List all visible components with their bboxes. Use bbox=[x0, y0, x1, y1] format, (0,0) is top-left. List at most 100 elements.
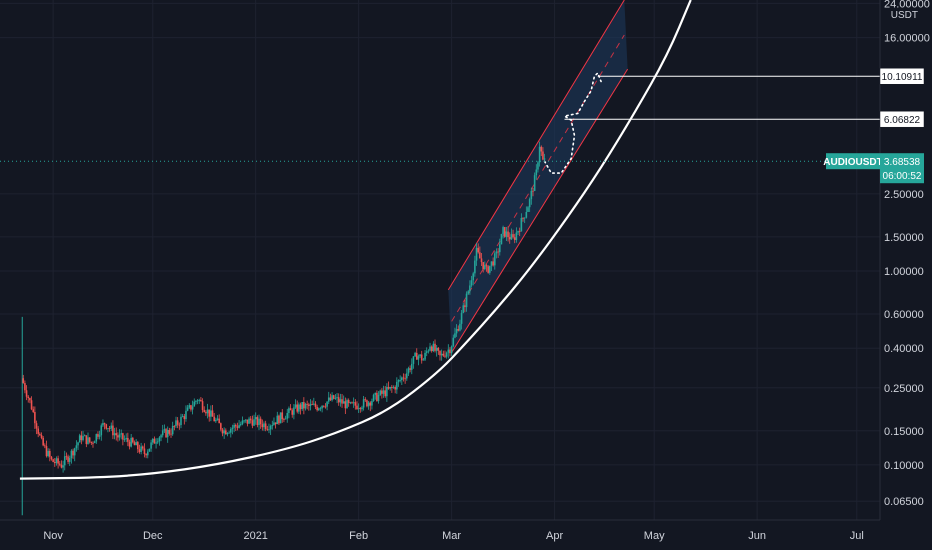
candle-body bbox=[535, 169, 538, 176]
candle-body bbox=[522, 218, 524, 219]
candle-body bbox=[141, 446, 144, 449]
y-tick-label: 1.50000 bbox=[884, 232, 924, 244]
candle-body bbox=[266, 428, 269, 430]
candle-body bbox=[492, 261, 494, 266]
candle-body bbox=[183, 416, 186, 420]
candle-body bbox=[351, 402, 353, 404]
candle-body bbox=[314, 403, 317, 407]
candle-body bbox=[90, 441, 93, 443]
candle-body bbox=[304, 403, 307, 409]
x-tick-label: 2021 bbox=[243, 530, 267, 542]
candle-body bbox=[454, 333, 456, 338]
candle-body bbox=[425, 351, 428, 353]
candle-body bbox=[226, 433, 229, 435]
y-tick-label: 0.06500 bbox=[884, 496, 924, 508]
candle-body bbox=[208, 409, 211, 417]
candle-body bbox=[286, 413, 289, 419]
x-tick-label: Nov bbox=[43, 530, 63, 542]
candle-body bbox=[281, 412, 284, 420]
candle-body bbox=[311, 404, 313, 405]
x-tick-label: Jun bbox=[748, 530, 766, 542]
candle-body bbox=[322, 405, 325, 407]
candle-body bbox=[218, 418, 220, 424]
candle-body bbox=[455, 329, 458, 334]
candle-body bbox=[306, 403, 308, 405]
candle-body bbox=[419, 354, 421, 357]
candle-body bbox=[533, 175, 536, 191]
candle-body bbox=[359, 408, 362, 410]
candle-body bbox=[39, 433, 41, 436]
candle-body bbox=[151, 438, 154, 443]
candle-body bbox=[354, 402, 357, 406]
candle-body bbox=[120, 433, 123, 435]
candle-body bbox=[472, 273, 475, 281]
candle-body bbox=[434, 343, 436, 351]
candle-body bbox=[133, 442, 136, 446]
y-tick-label: 16.00000 bbox=[884, 33, 930, 45]
y-tick-label: 0.10000 bbox=[884, 460, 924, 472]
candle-body bbox=[108, 428, 111, 430]
candle-body bbox=[135, 442, 137, 446]
candle-body bbox=[279, 412, 282, 424]
level-label-box bbox=[879, 110, 925, 128]
candle-body bbox=[171, 425, 174, 435]
channel-fill bbox=[448, 0, 628, 353]
candle-body bbox=[274, 422, 277, 425]
candle-body bbox=[63, 456, 66, 466]
candle-body bbox=[220, 423, 222, 430]
candle-body bbox=[73, 448, 76, 456]
candle-body bbox=[60, 464, 63, 468]
candle-body bbox=[181, 416, 184, 418]
candle-body bbox=[479, 252, 481, 259]
support-curve[interactable] bbox=[19, 0, 692, 480]
candle-body bbox=[258, 418, 260, 426]
candle-body bbox=[198, 399, 201, 401]
candle-body bbox=[238, 425, 240, 428]
candle-body bbox=[80, 435, 83, 441]
candle-body bbox=[538, 146, 541, 163]
candle-body bbox=[225, 430, 227, 435]
candle-body bbox=[480, 258, 483, 263]
candle-body bbox=[293, 407, 295, 415]
horizontal-levels[interactable]: 10.10911 6.06822 AUDIOUSDT 3.68538 06:00:52 bbox=[0, 67, 925, 184]
candle-body bbox=[273, 422, 275, 426]
candle-body bbox=[261, 424, 264, 428]
candle-body bbox=[253, 419, 255, 426]
candle-body bbox=[146, 451, 149, 456]
countdown-label: 06:00:52 bbox=[883, 171, 922, 182]
candle-body bbox=[462, 305, 465, 313]
candle-body bbox=[518, 231, 521, 232]
price-axis-bg bbox=[880, 0, 932, 550]
time-axis[interactable]: Nov Dec 2021 Feb Mar Apr May Jun Jul bbox=[0, 519, 880, 542]
price-badge bbox=[880, 153, 924, 184]
candle-body bbox=[407, 368, 410, 374]
candle-body bbox=[344, 401, 347, 409]
candle-body bbox=[137, 442, 139, 450]
candle-body bbox=[32, 409, 35, 413]
candle-body bbox=[173, 425, 176, 427]
channel-mid-line bbox=[451, 34, 625, 322]
candle-body bbox=[342, 401, 345, 404]
candle-body bbox=[502, 227, 504, 234]
x-tick-label: May bbox=[644, 530, 665, 542]
candle-body bbox=[397, 380, 400, 382]
candle-body bbox=[450, 346, 453, 354]
candle-body bbox=[374, 392, 377, 395]
candle-body bbox=[138, 449, 141, 452]
candle-body bbox=[336, 397, 338, 399]
candle-body bbox=[77, 442, 79, 446]
candle-body bbox=[346, 400, 348, 409]
candle-body bbox=[503, 227, 506, 237]
candle-body bbox=[223, 430, 225, 434]
candle-body bbox=[107, 428, 109, 430]
price-channel[interactable] bbox=[447, 0, 629, 353]
candle-body bbox=[65, 456, 68, 458]
candle-body bbox=[236, 426, 239, 428]
y-tick-label: 0.60000 bbox=[884, 309, 924, 321]
price-axis[interactable]: 24.00000 16.00000 2.50000 1.50000 1.00000 0.6… bbox=[879, 0, 932, 550]
candle-body bbox=[542, 151, 544, 160]
candle-body bbox=[175, 420, 177, 427]
candle-body bbox=[417, 356, 420, 360]
x-tick-label: Dec bbox=[143, 530, 163, 542]
